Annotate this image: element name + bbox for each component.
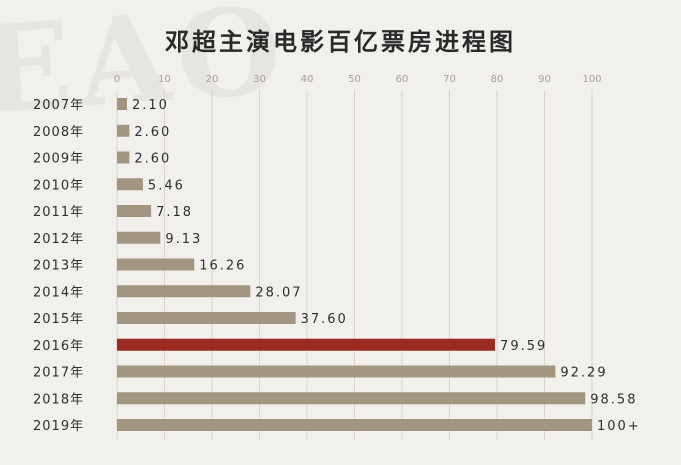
bar [117, 124, 130, 137]
value-label: 28.07 [255, 285, 302, 300]
value-label: 98.58 [590, 392, 637, 407]
x-tick-label: 0 [114, 74, 120, 85]
value-label: 79.59 [500, 339, 547, 354]
value-labels: 2.10 2.60 2.60 5.46 7.18 9.13 16.26 28.07 37.60 7… [132, 98, 641, 434]
value-label: 16.26 [199, 259, 246, 274]
x-tick-label: 100 [582, 74, 601, 85]
value-label: 9.13 [165, 232, 202, 247]
bars [117, 98, 592, 431]
category-label: 2015年 [33, 312, 84, 327]
x-tick-label: 50 [348, 74, 361, 85]
bar [117, 365, 556, 378]
x-tick-label: 30 [253, 74, 266, 85]
bar [117, 98, 127, 110]
category-label: 2010年 [33, 178, 84, 193]
bar [117, 312, 296, 324]
category-label: 2012年 [33, 232, 84, 247]
x-tick-label: 70 [443, 74, 456, 85]
category-label: 2016年 [33, 339, 84, 354]
bar [117, 338, 496, 351]
bar [117, 258, 195, 271]
category-label: 2011年 [33, 205, 84, 220]
category-label: 2018年 [33, 392, 84, 407]
bar [117, 231, 161, 244]
x-tick-label: 80 [491, 74, 504, 85]
x-axis-ticks: 0 10 20 30 40 50 60 70 80 90 100 [114, 74, 602, 85]
x-tick-label: 20 [206, 74, 219, 85]
category-label: 2014年 [33, 285, 84, 300]
category-label: 2009年 [33, 152, 84, 167]
x-tick-label: 90 [538, 74, 551, 85]
bar [117, 392, 586, 405]
category-label: 2017年 [33, 366, 84, 381]
x-tick-label: 60 [396, 74, 409, 85]
category-label: 2007年 [33, 98, 84, 113]
category-label: 2013年 [33, 259, 84, 274]
category-label: 2019年 [33, 419, 84, 434]
value-label: 92.29 [560, 366, 607, 381]
value-label: 37.60 [301, 312, 348, 327]
value-label: 2.60 [134, 125, 171, 140]
chart-title: 邓超主演电影百亿票房进程图 [165, 28, 516, 56]
bar [117, 285, 251, 298]
value-label: 7.18 [156, 205, 193, 220]
value-label: 2.60 [134, 152, 171, 167]
value-label: 2.10 [132, 98, 169, 113]
value-label: 100+ [597, 419, 641, 434]
bar [117, 205, 152, 217]
x-tick-label: 40 [301, 74, 314, 85]
bar [117, 151, 130, 164]
value-label: 5.46 [148, 178, 185, 193]
bar [117, 178, 143, 191]
x-tick-label: 10 [158, 74, 171, 85]
bar [117, 419, 592, 431]
category-labels: 2007年 2008年 2009年 2010年 2011年 2012年 2013年 2014年… [33, 98, 84, 434]
category-label: 2008年 [33, 125, 84, 140]
